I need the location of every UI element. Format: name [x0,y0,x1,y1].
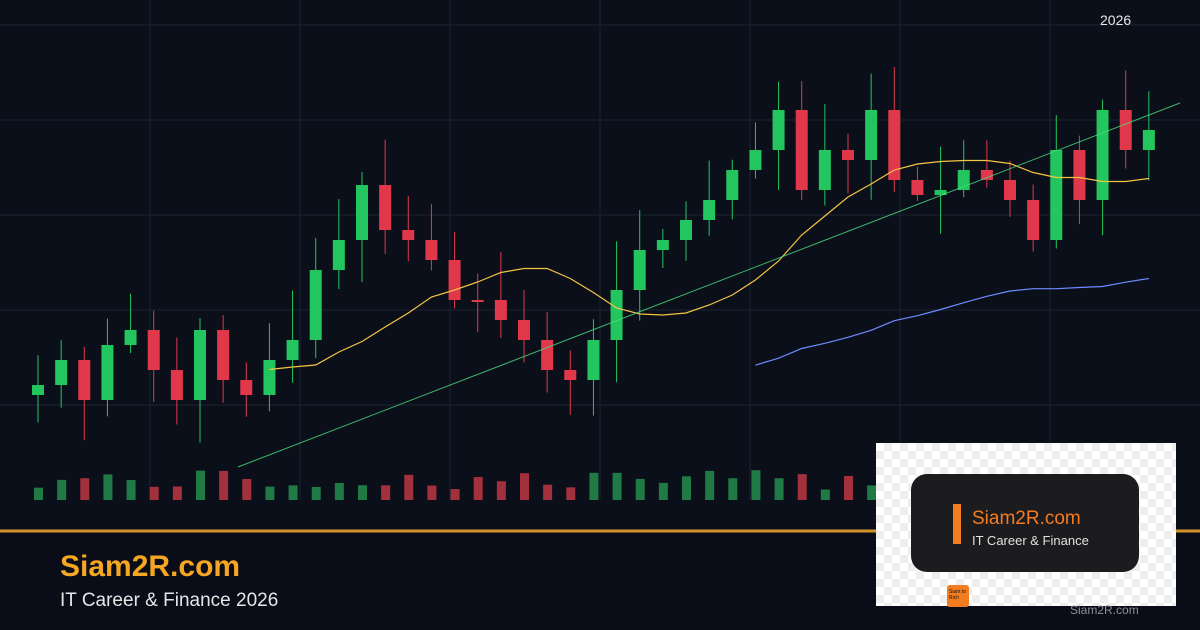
candle-body [564,370,577,380]
moving-average [269,159,1149,371]
candle-body [1050,150,1063,240]
candle-body [263,360,276,395]
candle-body [633,250,646,290]
candle-body [1004,180,1016,200]
candle-body [124,330,137,345]
volume-bar [196,470,205,500]
volume-bar [219,470,229,500]
candle-body [194,330,206,400]
logo-icon: Siam to Rich [947,585,969,607]
volume-bar [334,482,344,500]
candle-body [217,330,230,380]
volume-bar [450,489,460,500]
candle-body [934,190,947,195]
volume-bar [844,476,853,500]
volume-bar [103,474,113,500]
volume-bar [57,479,67,500]
volume-bar [80,478,90,500]
volume-bar [311,486,321,500]
volume-bar [820,489,830,500]
volume-bar [658,482,668,500]
candle-body [471,300,484,302]
volume-bar [473,477,483,500]
volume-bar [705,470,715,500]
logo-card: Siam2R.com IT Career & Finance Siam to R… [876,443,1176,607]
logo-accent [953,504,961,544]
volume-bar [149,486,159,500]
volume-bar [589,472,599,500]
volume-bar [520,473,529,500]
candle-body [818,150,831,190]
trend-line [237,102,1181,468]
volume-bar [126,480,136,500]
candle-body [1142,130,1155,150]
volume-bar [728,478,738,500]
watermark: Siam2R.com [1070,603,1139,617]
candle-body [842,150,854,160]
candle-body [749,150,762,170]
candle-body [101,345,114,400]
candle-body [286,340,299,360]
candle-body [448,260,461,300]
candle-body [332,240,345,270]
volume-bar [797,474,807,500]
candle-body [1096,110,1109,200]
candle-body [32,385,44,395]
candle-body [656,240,669,250]
candle-body [703,200,716,220]
brand: Siam2R.com [60,550,241,583]
volume-bar [566,487,576,500]
volume-bar [358,485,367,500]
volume-bar [612,472,622,500]
candle-body [772,110,785,150]
logo-subtitle: IT Career & Finance [972,533,1089,548]
candle-body [55,360,68,385]
volume-bar [751,470,761,500]
candle-body [518,320,530,340]
candle-body [402,230,415,240]
volume-bar [404,474,414,500]
volume-bar [774,478,784,500]
logo-title: Siam2R.com [972,508,1081,529]
volume-bar [635,478,645,500]
tagline: IT Career & Finance 2026 [60,590,279,611]
candle-body [147,330,160,370]
candle-body [1073,150,1086,200]
candle-body [587,340,600,380]
volume-bar [427,485,437,500]
volume-bar [682,476,691,500]
candle-body [170,370,183,400]
candle-body [379,185,392,230]
candle-body [240,380,253,395]
candle-body [425,240,438,260]
volume-bar [242,478,252,500]
candle-body [1027,200,1040,240]
volume-bar [34,487,43,500]
volume-bar [381,485,391,500]
volume-bar [543,484,553,500]
volume-bar [172,486,182,500]
volume-bar [867,485,877,500]
candle-body [726,170,739,200]
year: 2026 [1100,12,1132,28]
candle-body [78,360,91,400]
volume-bar [496,481,506,500]
volume-bar [288,485,298,500]
candle-body [911,180,924,195]
candle-body [680,220,692,240]
candle-body [888,110,901,180]
candle-body [309,270,322,340]
candle-body [494,300,507,320]
moving-average [755,277,1149,366]
candle-body [1119,110,1132,150]
candle-body [610,290,623,340]
volume-bar [265,486,275,500]
candle-body [865,110,878,160]
candle-body [980,170,993,180]
candle-body [795,110,808,190]
candle-body [356,185,368,240]
candle-body [541,340,554,370]
logo-box: Siam2R.com IT Career & Finance Siam to R… [911,474,1139,607]
